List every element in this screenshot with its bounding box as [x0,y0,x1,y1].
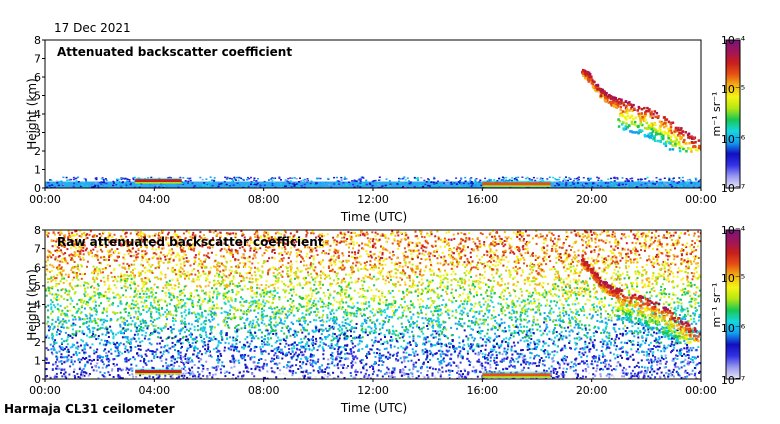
y-tick-label: 7 [34,243,41,256]
heatmap-top [45,69,704,190]
x-tick-label: 00:00 [29,193,61,206]
colorbar-label-bottom: m⁻¹ sr⁻¹ [710,283,723,328]
date-label: 17 Dec 2021 [54,21,131,35]
x-tick-label: 00:00 [29,384,61,397]
colorbar-tick-bottom-1e-4: 10⁻⁴ [721,224,746,237]
x-tick-label: 12:00 [357,384,389,397]
colorbar-tick-top-1e-7: 10⁻⁷ [721,182,745,195]
x-tick-label: 00:00 [685,193,717,206]
x-tick-label: 08:00 [248,384,280,397]
y-tick-label: 8 [34,224,41,237]
x-ticks-top: 00:00 04:00 08:00 12:00 16:00 20:00 00:00 [29,188,717,206]
x-tick-label: 04:00 [138,193,170,206]
x-ticks-bottom: 00:00 04:00 08:00 12:00 16:00 20:00 00:00 [29,379,717,397]
y-tick-label: 1 [34,164,41,177]
panel-top: Attenuated backscatter coefficient 01234… [25,34,746,224]
heatmap-bottom [45,230,703,381]
colorbar-bottom: 10⁻⁴ 10⁻⁵ 10⁻⁶ 10⁻⁷ m⁻¹ sr⁻¹ [710,224,746,387]
colorbar-tick-top-1e-5: 10⁻⁵ [721,83,745,96]
y-tick-label: 8 [34,34,41,47]
plot-frame-top [45,40,701,188]
colorbar-tick-top-1e-4: 10⁻⁴ [721,34,746,47]
heatmap-feature [482,181,550,187]
colorbar-top: 10⁻⁴ 10⁻⁵ 10⁻⁶ 10⁻⁷ m⁻¹ sr⁻¹ [710,34,746,195]
colorbar-tick-bottom-1e-6: 10⁻⁶ [721,322,746,335]
y-tick-label: 7 [34,53,41,66]
x-tick-label: 20:00 [576,384,608,397]
x-tick-label: 16:00 [466,193,498,206]
y-axis-label-bottom: Height (km) [25,269,39,340]
heatmap-feature [581,69,703,153]
y-axis-label-top: Height (km) [25,78,39,149]
colorbar-label-top: m⁻¹ sr⁻¹ [710,92,723,137]
panel-bottom: Raw attenuated backscatter coefficient 0… [25,224,746,415]
x-tick-label: 16:00 [466,384,498,397]
x-tick-label: 00:00 [685,384,717,397]
heatmap-feature [135,178,181,184]
heatmap-feature [135,369,181,375]
panel-title-bottom: Raw attenuated backscatter coefficient [57,235,324,249]
colorbar-scale-top [726,40,740,188]
colorbar-tick-top-1e-6: 10⁻⁶ [721,133,746,146]
x-axis-label-bottom: Time (UTC) [340,401,407,415]
y-tick-label: 1 [34,354,41,367]
colorbar-tick-bottom-1e-7: 10⁻⁷ [721,374,745,387]
heatmap-feature [45,230,703,381]
x-tick-label: 04:00 [138,384,170,397]
x-tick-label: 08:00 [248,193,280,206]
colorbar-scale-bottom [726,230,740,379]
footer-label: Harmaja CL31 ceilometer [4,402,175,416]
x-axis-label-top: Time (UTC) [340,210,407,224]
heatmap-feature [482,372,550,379]
x-tick-label: 20:00 [576,193,608,206]
colorbar-tick-bottom-1e-5: 10⁻⁵ [721,272,745,285]
panel-title-top: Attenuated backscatter coefficient [57,45,292,59]
x-tick-label: 12:00 [357,193,389,206]
